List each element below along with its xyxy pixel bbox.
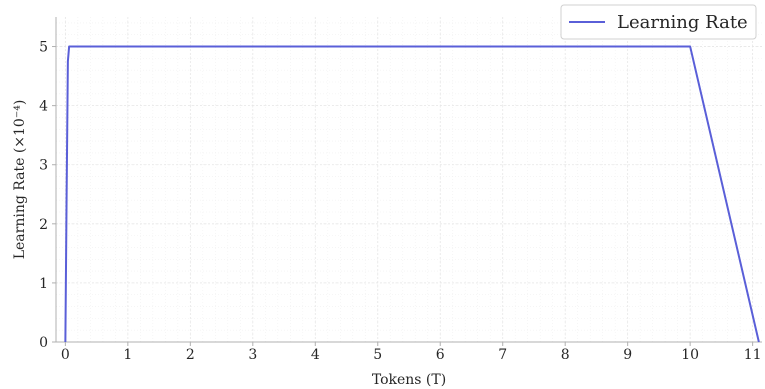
x-tick-label: 7 [498, 347, 507, 363]
axes [55, 17, 762, 343]
y-tick-label: 0 [39, 335, 48, 351]
y-axis-title: Learning Rate (×10⁻⁴) [12, 100, 28, 260]
x-tick-label: 6 [436, 347, 445, 363]
x-tick-label: 3 [248, 347, 257, 363]
y-tick-label: 1 [39, 276, 48, 292]
x-tick-label: 4 [311, 347, 320, 363]
y-tick-label: 3 [39, 158, 48, 174]
y-tick-label: 2 [39, 217, 48, 233]
x-tick-label: 0 [61, 347, 70, 363]
ticks: 0 1 2 3 4 5 6 7 8 9 10 11 0 1 2 3 4 5 [39, 40, 761, 363]
legend-box [560, 4, 757, 40]
x-tick-label: 11 [744, 347, 762, 363]
x-tick-label: 9 [623, 347, 632, 363]
x-tick-label: 8 [561, 347, 570, 363]
x-tick-label: 10 [681, 347, 699, 363]
x-tick-label: 1 [123, 347, 132, 363]
y-tick-label: 4 [39, 99, 48, 115]
x-tick-label: 5 [373, 347, 382, 363]
grid [56, 17, 762, 343]
x-axis-title: Tokens (T) [372, 372, 446, 388]
series-line-0 [64, 45, 760, 343]
x-tick-label: 2 [186, 347, 195, 363]
legend-label: Learning Rate [617, 12, 748, 33]
y-tick-label: 5 [39, 40, 48, 56]
legend: Learning Rate [560, 4, 757, 40]
series-layer [64, 45, 760, 343]
